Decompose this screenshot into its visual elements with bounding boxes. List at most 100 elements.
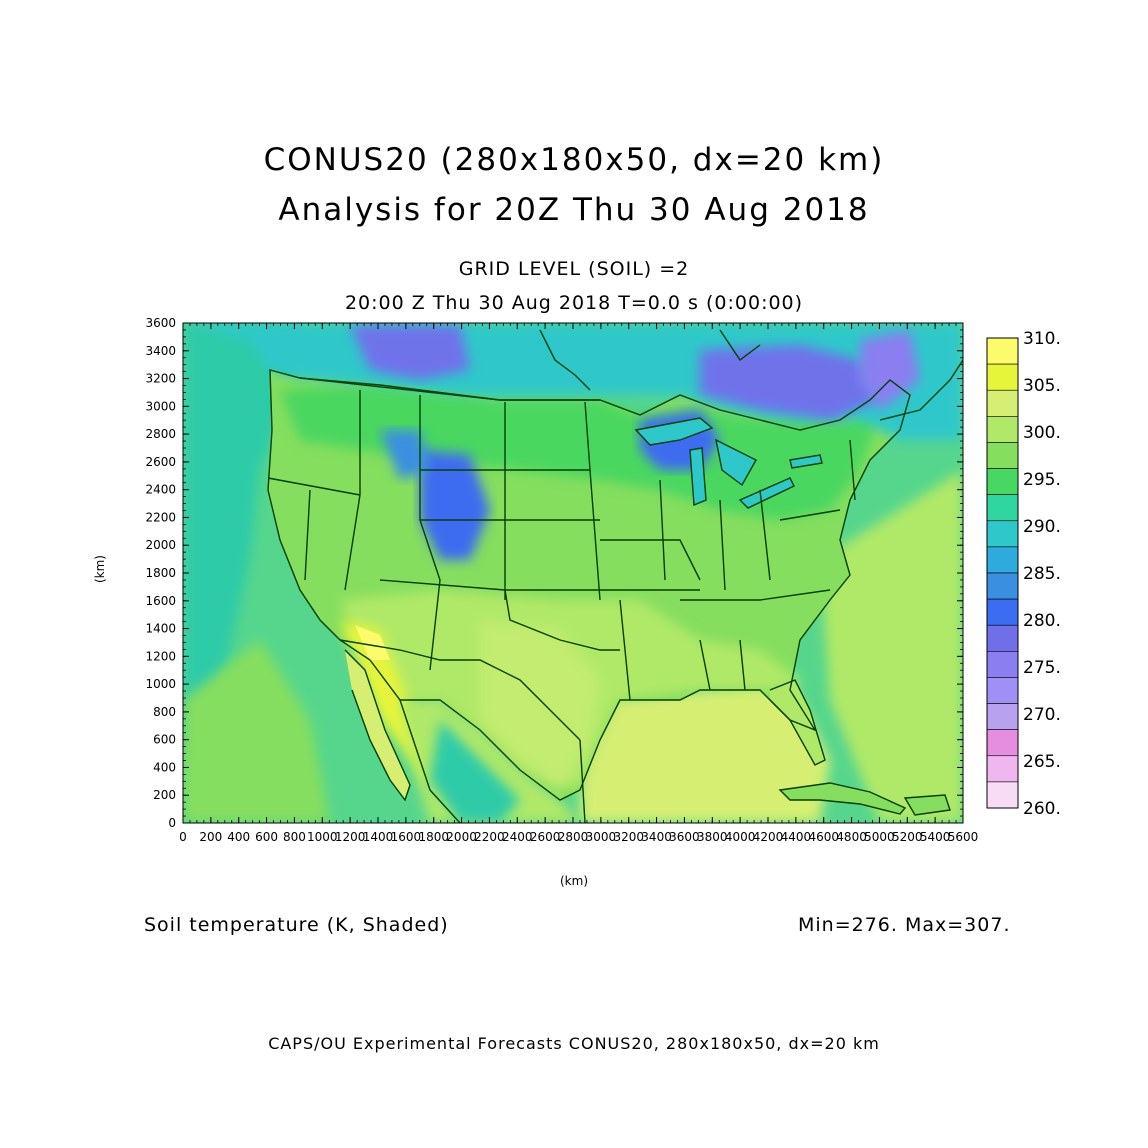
sierra-madre-cool (430, 720, 520, 823)
colorbar-swatch (986, 781, 1019, 809)
grid-level-label: GRID LEVEL (SOIL) =2 (458, 258, 690, 280)
y-tick-label: 0 (168, 816, 176, 830)
pacific-cool-zone (183, 323, 300, 760)
y-tick-label: 800 (153, 705, 176, 719)
soil-temperature-field (183, 323, 963, 823)
field-description: Soil temperature (K, Shaded) (144, 914, 449, 936)
x-tick-label: 600 (255, 830, 278, 844)
y-tick-label: 3600 (145, 316, 176, 330)
colorbar-label: 290. (1023, 517, 1061, 537)
colorbar-swatch (986, 651, 1019, 678)
gulf-zone (580, 680, 830, 823)
x-tick-label: 1600 (391, 830, 422, 844)
x-tick-label: 5600 (948, 830, 979, 844)
y-tick-label: 1000 (145, 677, 176, 691)
atlantic-zone (820, 470, 963, 823)
x-tick-label: 3800 (697, 830, 728, 844)
political-borders (267, 329, 963, 823)
x-tick-label: 2400 (502, 830, 533, 844)
colorbar-swatch (986, 677, 1019, 704)
y-tick-label: 2800 (145, 427, 176, 441)
x-tick-label: 4200 (753, 830, 784, 844)
y-tick-label: 200 (153, 788, 176, 802)
cuba (780, 783, 905, 814)
axis-ticks: 0 200 400 600 800 100012001400160018002000220… (145, 316, 978, 844)
colorbar-swatch (986, 520, 1019, 548)
x-tick-label: 1000 (307, 830, 338, 844)
footer-credit: CAPS/OU Experimental Forecasts CONUS20, … (268, 1034, 880, 1053)
colorbar-swatch (986, 729, 1019, 757)
hispaniola (905, 795, 950, 815)
field-minmax: Min=276. Max=307. (798, 914, 1011, 936)
x-tick-label: 2000 (446, 830, 477, 844)
x-tick-label: 1400 (363, 830, 394, 844)
x-tick-label: 3000 (586, 830, 617, 844)
y-tick-label: 600 (153, 733, 176, 747)
lake-superior (636, 418, 712, 445)
x-tick-label: 0 (179, 830, 187, 844)
lake-michigan (690, 448, 706, 505)
x-tick-label: 4800 (836, 830, 867, 844)
colorbar-swatch (986, 598, 1019, 626)
colorbar-swatch (986, 624, 1019, 652)
colorbar-swatch (986, 546, 1019, 574)
y-tick-label: 2600 (145, 455, 176, 469)
valid-time-label: 20:00 Z Thu 30 Aug 2018 T=0.0 s (0:00:00… (344, 292, 804, 314)
canada-cold-east (700, 345, 880, 420)
x-tick-label: 1200 (335, 830, 366, 844)
colorbar-swatch (986, 494, 1019, 522)
x-axis-label: (km) (560, 874, 589, 888)
map-analysis-time: Analysis for 20Z Thu 30 Aug 2018 (278, 192, 870, 228)
colorbar-label: 285. (1023, 564, 1061, 584)
x-tick-label: 3200 (613, 830, 644, 844)
x-tick-label: 5400 (920, 830, 951, 844)
x-tick-label: 2800 (558, 830, 589, 844)
colorbar-label: 280. (1023, 611, 1061, 631)
colorbar-label: 310. (1023, 329, 1061, 349)
northern-cool-zone (280, 385, 880, 520)
y-tick-label: 3200 (145, 372, 176, 386)
colorbar-label: 295. (1023, 470, 1061, 490)
colorbar-swatch (986, 572, 1019, 600)
y-tick-label: 2000 (145, 538, 176, 552)
x-tick-label: 4000 (725, 830, 756, 844)
x-tick-label: 200 (199, 830, 222, 844)
colorbar: 310. 305. 300. 295. 290. 285. 280. 275. 270. 265.… (986, 329, 1061, 819)
lake-ontario (790, 455, 822, 468)
colorbar-label: 270. (1023, 705, 1061, 725)
colorbar-label: 265. (1023, 752, 1061, 772)
desert-max-zone (355, 625, 390, 660)
x-tick-label: 4400 (781, 830, 812, 844)
y-tick-label: 2200 (145, 510, 176, 524)
x-tick-label: 3600 (669, 830, 700, 844)
y-tick-label: 400 (153, 760, 176, 774)
x-tick-label: 2200 (474, 830, 505, 844)
rockies-cold (420, 450, 490, 560)
x-tick-label: 1800 (418, 830, 449, 844)
colorbar-swatch (986, 755, 1019, 783)
y-tick-label: 1400 (145, 622, 176, 636)
x-tick-label: 2600 (530, 830, 561, 844)
colorbar-swatch (986, 389, 1019, 417)
x-tick-label: 800 (283, 830, 306, 844)
y-tick-label: 2400 (145, 483, 176, 497)
y-axis-label: (km) (93, 554, 108, 584)
lake-erie (740, 478, 794, 508)
colorbar-swatch (986, 337, 1019, 365)
colorbar-swatch (986, 703, 1019, 730)
lake-huron (716, 440, 756, 485)
baja-peninsula (345, 650, 410, 800)
quebec-cold (860, 330, 920, 410)
x-tick-label: 400 (227, 830, 250, 844)
colorbar-swatch (986, 416, 1019, 443)
y-tick-label: 3400 (145, 344, 176, 358)
colorbar-frame (986, 337, 1019, 809)
map-title: CONUS20 (280x180x50, dx=20 km) (263, 142, 885, 178)
y-tick-label: 1200 (145, 649, 176, 663)
colorbar-label: 300. (1023, 423, 1061, 443)
texas-warm-zone (480, 620, 600, 790)
x-tick-label: 5000 (864, 830, 895, 844)
y-tick-label: 3000 (145, 399, 176, 413)
colorbar-label: 305. (1023, 376, 1061, 396)
